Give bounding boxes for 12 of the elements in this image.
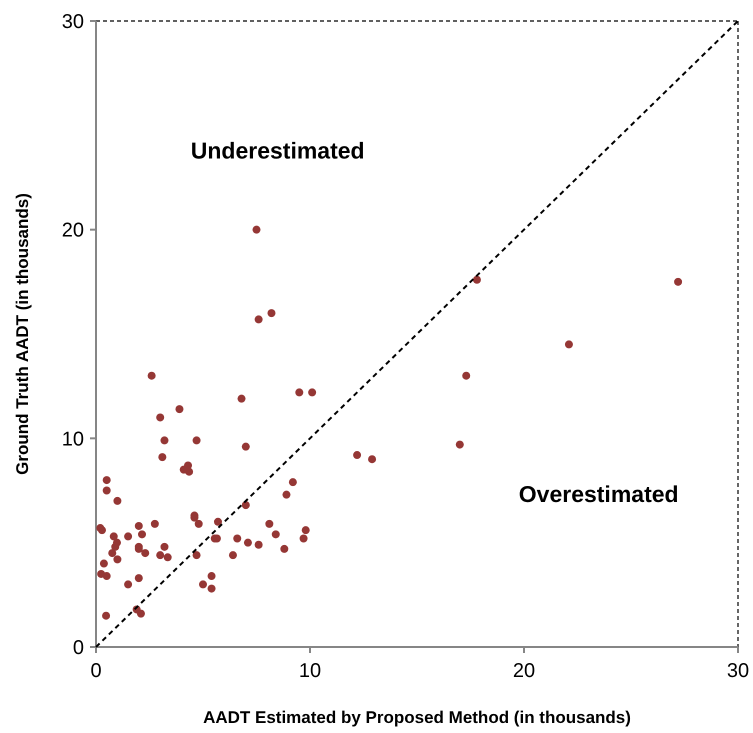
x-axis-title: AADT Estimated by Proposed Method (in thousands) [203, 708, 631, 727]
x-tick-label: 0 [90, 660, 102, 682]
y-tick-label: 30 [62, 11, 84, 33]
x-tick-label: 30 [726, 660, 750, 682]
x-tick-label: 20 [512, 660, 536, 682]
y-tick-label: 20 [62, 220, 84, 242]
annotation: Underestimated [190, 138, 365, 164]
annotation: Overestimated [518, 480, 679, 507]
y-tick-label: 10 [62, 428, 84, 450]
y-axis-title: Ground Truth AADT (in thousands) [13, 193, 32, 475]
x-tick-label: 10 [298, 660, 322, 682]
y-tick-label: 0 [72, 637, 84, 659]
